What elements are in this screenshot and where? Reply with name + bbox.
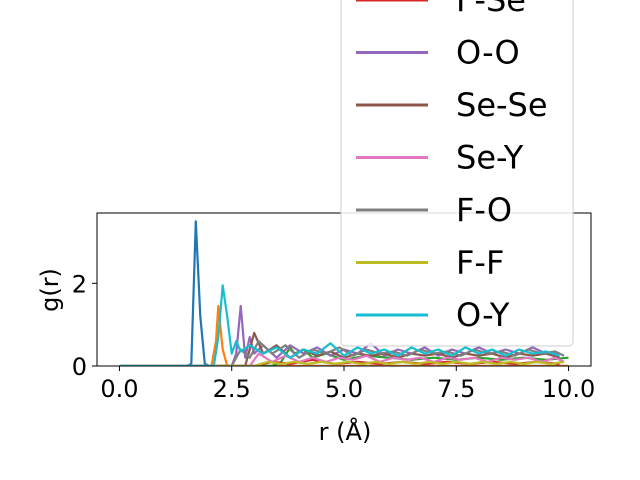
y-tick-label: 0 bbox=[72, 353, 87, 381]
series-line-unnamed-1 bbox=[119, 304, 569, 366]
x-tick-label: 7.5 bbox=[437, 375, 475, 403]
legend-label: Se-Y bbox=[456, 139, 524, 177]
legend-label: F-Se bbox=[456, 0, 526, 19]
series-lines bbox=[119, 220, 569, 366]
y-tick-label: 2 bbox=[72, 270, 87, 298]
x-axis-label: r (Å) bbox=[319, 417, 372, 446]
x-tick-label: 5.0 bbox=[325, 375, 363, 403]
plot-area bbox=[119, 220, 569, 366]
legend-box bbox=[340, 0, 574, 347]
x-tick-label: 2.5 bbox=[213, 375, 251, 403]
series-line-o-y bbox=[119, 284, 560, 366]
y-axis-label: g(r) bbox=[36, 268, 64, 312]
legend-label: O-O bbox=[456, 34, 520, 72]
legend: F-Se O-O Se-Se Se-Y F-O F-F O-Y bbox=[340, 0, 574, 347]
legend-label: O-Y bbox=[456, 296, 510, 334]
series-line-f-f bbox=[119, 360, 565, 366]
legend-label: F-O bbox=[456, 191, 512, 229]
legend-label: Se-Se bbox=[456, 86, 548, 124]
legend-label: F-F bbox=[456, 244, 504, 282]
x-tick-label: 10.0 bbox=[542, 375, 595, 403]
x-tick-label: 0.0 bbox=[100, 375, 138, 403]
